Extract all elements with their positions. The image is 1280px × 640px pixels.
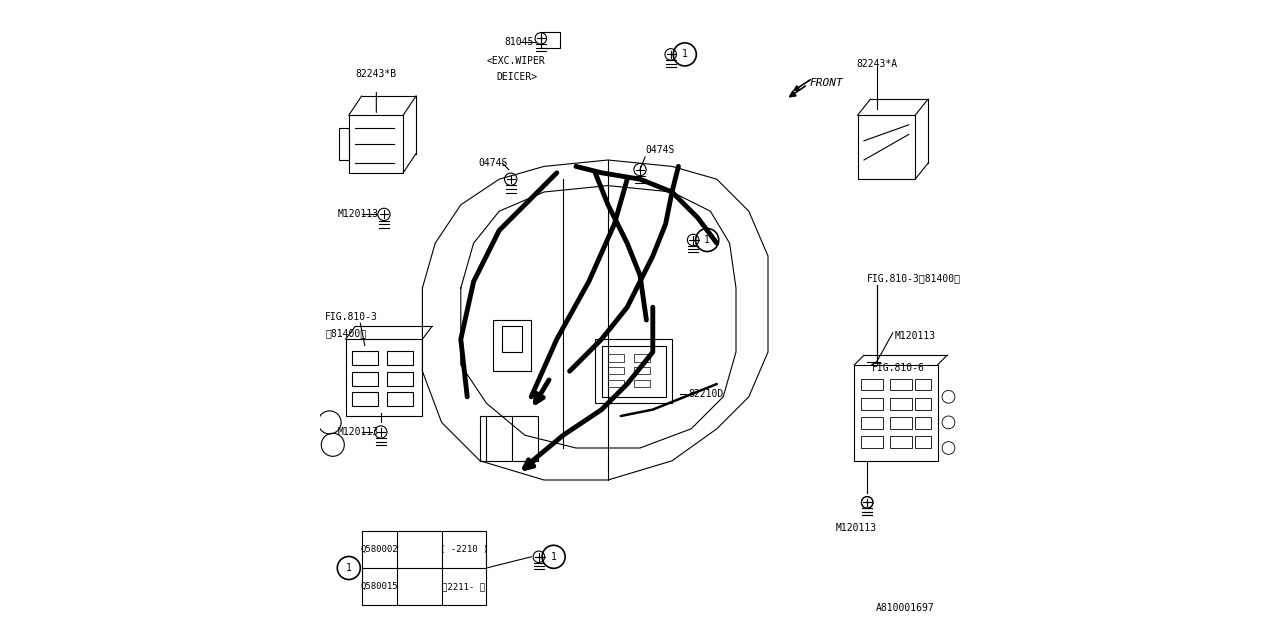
Bar (387, 351, 412, 365)
Text: 〨2211- 〉: 〨2211- 〉 (443, 582, 485, 591)
Text: M120113: M120113 (338, 427, 379, 437)
Text: FRONT: FRONT (810, 78, 844, 88)
Text: 82243*B: 82243*B (356, 68, 397, 79)
Bar (352, 392, 378, 406)
Bar (860, 379, 883, 390)
Text: FIG.810-6: FIG.810-6 (872, 363, 924, 373)
Bar (387, 392, 412, 406)
Text: M120113: M120113 (836, 523, 877, 533)
Bar (608, 354, 625, 362)
Bar (339, 128, 348, 160)
Bar (480, 416, 538, 461)
Bar (860, 398, 883, 410)
Text: 1: 1 (704, 235, 710, 245)
Bar (890, 379, 911, 390)
Text: Q580002: Q580002 (360, 545, 398, 554)
Bar (855, 365, 937, 461)
Bar (352, 351, 378, 365)
Text: Q580015: Q580015 (360, 582, 398, 591)
Bar (602, 346, 666, 397)
Bar (634, 354, 650, 362)
Text: 82243*A: 82243*A (856, 59, 897, 69)
Bar (352, 372, 378, 386)
Bar (890, 417, 911, 429)
Bar (540, 32, 561, 48)
Bar (858, 115, 915, 179)
Bar (634, 367, 650, 374)
Text: FIG.810-3〈81400〉: FIG.810-3〈81400〉 (868, 273, 961, 284)
Bar (915, 436, 932, 448)
Bar (915, 379, 932, 390)
Bar (890, 398, 911, 410)
Bar (608, 367, 625, 374)
Text: FIG.810-3: FIG.810-3 (325, 312, 378, 322)
Bar (890, 436, 911, 448)
Text: 0474S: 0474S (645, 145, 675, 156)
Text: <EXC.WIPER: <EXC.WIPER (486, 56, 545, 66)
Bar (634, 380, 650, 387)
Bar (595, 339, 672, 403)
Text: 1: 1 (550, 552, 557, 562)
Text: 1: 1 (346, 563, 352, 573)
Bar (346, 339, 422, 416)
Bar (860, 436, 883, 448)
Bar (608, 380, 625, 387)
Bar (348, 115, 403, 173)
Bar (493, 320, 531, 371)
Text: 82210D: 82210D (689, 388, 723, 399)
Text: ( -2210 ): ( -2210 ) (440, 545, 488, 554)
Bar (502, 326, 522, 352)
Text: 81045: 81045 (504, 36, 534, 47)
Text: M120113: M120113 (895, 331, 936, 341)
Bar (860, 417, 883, 429)
Text: 〈81400〉: 〈81400〉 (325, 328, 366, 338)
Bar (915, 398, 932, 410)
Text: M120113: M120113 (338, 209, 379, 220)
Text: 0474S: 0474S (479, 158, 508, 168)
Text: DEICER>: DEICER> (497, 72, 538, 82)
Text: 1: 1 (682, 49, 687, 60)
Bar (387, 372, 412, 386)
Bar (362, 531, 486, 605)
Text: A810001697: A810001697 (877, 603, 934, 613)
Bar (915, 417, 932, 429)
